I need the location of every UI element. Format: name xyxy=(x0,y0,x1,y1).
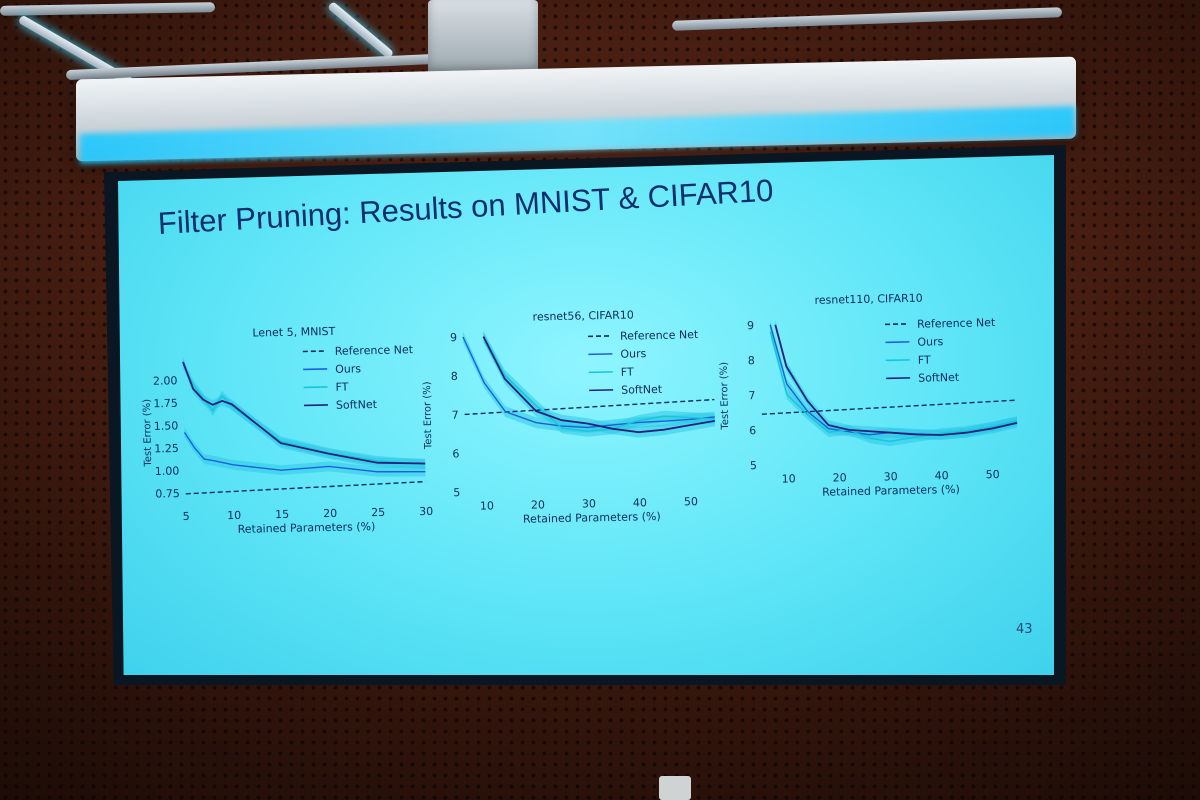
x-tick-label: 50 xyxy=(986,468,1000,481)
legend-label: FT xyxy=(335,381,348,394)
x-tick-label: 30 xyxy=(884,470,898,483)
legend-label: Ours xyxy=(917,335,943,349)
x-axis-label: Retained Parameters (%) xyxy=(238,520,376,536)
legend-label: Reference Net xyxy=(620,328,699,343)
x-tick-label: 40 xyxy=(633,496,647,509)
slide-page-number: 43 xyxy=(1016,622,1033,637)
legend-label: Reference Net xyxy=(335,343,414,358)
y-tick-label: 1.75 xyxy=(153,397,178,411)
x-tick-label: 30 xyxy=(419,505,433,518)
ceiling-speaker xyxy=(428,0,538,76)
x-tick-label: 30 xyxy=(582,497,596,510)
series-line-softnet xyxy=(482,336,715,434)
series-line-ours xyxy=(769,324,1018,436)
legend-label: FT xyxy=(621,365,634,378)
x-tick-label: 20 xyxy=(531,498,545,511)
y-tick-label: 1.50 xyxy=(154,419,179,433)
legend-swatch-reference-net xyxy=(302,350,327,353)
legend-swatch-ours xyxy=(885,341,910,344)
y-tick-label: 8 xyxy=(451,370,458,383)
legend-label: SoftNet xyxy=(918,371,960,385)
series-line-softnet xyxy=(182,361,426,465)
y-tick-label: 5 xyxy=(453,486,460,499)
uncertainty-band-softnet xyxy=(182,357,426,469)
uncertainty-band-softnet xyxy=(483,331,715,438)
series-line-ft xyxy=(769,331,1018,443)
chart-resnet56-cifar10: resnet56, CIFAR10 10 20 30 40 50 5 6 7 8 9 Retained… xyxy=(422,308,715,526)
y-tick-label: 1.25 xyxy=(154,442,179,456)
legend-swatch-ft xyxy=(588,371,613,374)
x-axis-label: Retained Parameters (%) xyxy=(523,510,661,526)
y-tick-label: 8 xyxy=(748,354,755,367)
y-tick-label: 5 xyxy=(750,459,757,472)
y-tick-label: 2.00 xyxy=(153,374,178,388)
legend-swatch-reference-net xyxy=(587,335,613,338)
y-tick-label: 7 xyxy=(452,409,459,422)
chart-title: resnet110, CIFAR10 xyxy=(814,292,922,307)
x-tick-label: 20 xyxy=(833,471,847,484)
series-line-softnet xyxy=(774,324,1018,436)
legend-swatch-ft xyxy=(303,386,328,389)
legend-label: Ours xyxy=(335,362,361,376)
legend-swatch-ours xyxy=(303,368,328,371)
legend-label: Ours xyxy=(620,347,646,361)
y-tick-label: 9 xyxy=(450,331,457,344)
y-tick-label: 1.00 xyxy=(155,464,180,478)
chart-title: Lenet 5, MNIST xyxy=(252,325,335,340)
x-tick-label: 40 xyxy=(935,469,949,482)
x-tick-label: 10 xyxy=(782,472,796,485)
legend-swatch-reference-net xyxy=(884,323,910,326)
y-tick-label: 0.75 xyxy=(155,487,180,501)
y-tick-label: 6 xyxy=(749,424,756,437)
legend-label: SoftNet xyxy=(621,383,663,397)
y-tick-label: 7 xyxy=(748,389,755,402)
y-tick-label: 9 xyxy=(747,319,754,332)
legend-swatch-softnet xyxy=(303,404,328,407)
series-line-ours xyxy=(183,432,426,473)
x-tick-label: 10 xyxy=(227,509,241,522)
legend-label: SoftNet xyxy=(336,398,378,412)
y-tick-label: 6 xyxy=(452,447,459,460)
x-tick-label: 10 xyxy=(480,499,494,512)
y-axis-label: Test Error (%) xyxy=(719,362,731,431)
series-line-ft xyxy=(182,363,426,466)
legend-swatch-ft xyxy=(885,359,910,362)
legend-swatch-softnet xyxy=(886,377,911,380)
legend-label: Reference Net xyxy=(917,316,996,331)
chart-lenet5-mnist: Lenet 5, MNIST 5 10 15 20 25 30 0.75 1.00 1.25 1.5… xyxy=(142,325,434,536)
chart-resnet110-cifar10: resnet110, CIFAR10 10 20 30 40 50 5 6 7 8 9 Retaine… xyxy=(719,292,1018,499)
x-tick-label: 20 xyxy=(323,507,337,520)
legend-label: FT xyxy=(918,353,931,366)
series-line-ft xyxy=(482,336,715,432)
projection-screen xyxy=(118,155,1054,675)
chart-title: resnet56, CIFAR10 xyxy=(532,308,633,323)
y-axis-label: Test Error (%) xyxy=(422,381,434,450)
series-line-reference-net xyxy=(185,480,426,495)
series-line-ours xyxy=(462,336,715,429)
uncertainty-band-ours xyxy=(184,427,426,477)
uncertainty-band-ft xyxy=(182,358,426,470)
x-tick-label: 15 xyxy=(275,508,289,521)
x-axis-label: Retained Parameters (%) xyxy=(822,483,960,499)
x-tick-label: 25 xyxy=(371,506,385,519)
legend-swatch-ours xyxy=(588,353,613,356)
y-axis-label: Test Error (%) xyxy=(142,399,154,468)
wall-outlet xyxy=(659,776,691,800)
x-tick-label: 5 xyxy=(183,510,190,523)
legend-swatch-softnet xyxy=(589,389,614,392)
x-tick-label: 50 xyxy=(684,495,698,508)
